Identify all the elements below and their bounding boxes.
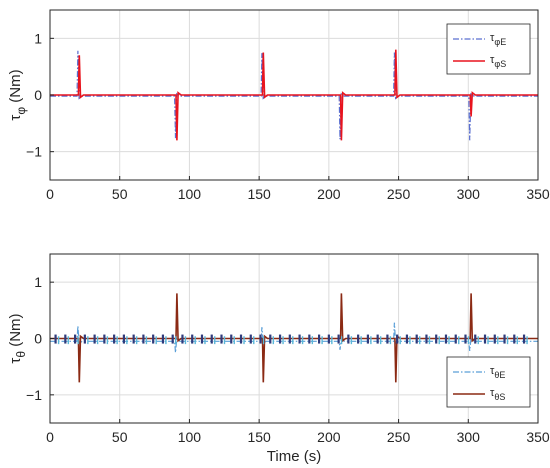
legend-label: τφE (490, 32, 506, 47)
series-group (50, 293, 538, 383)
series-line-2 (50, 49, 538, 141)
y-tick-label: −1 (26, 387, 42, 403)
legend: τθE τθS (446, 356, 531, 408)
x-tick-label: 150 (247, 429, 271, 445)
x-tick-label: 200 (317, 429, 341, 445)
y-tick-label: 0 (34, 331, 42, 347)
top-panel: 0 50 100 150 200 250 300 350 −1 0 1 τφ (Nm) τφE τφS (7, 9, 550, 202)
y-axis-label: τφ (Nm) (7, 69, 28, 120)
oscillation-texture (54, 334, 528, 345)
y-axis-label: τθ (Nm) (7, 313, 28, 363)
x-tick-label: 0 (46, 186, 54, 202)
legend-label: τφS (490, 54, 506, 69)
legend: τφE τφS (446, 23, 531, 75)
series-group (50, 49, 538, 141)
legend-box (446, 23, 531, 75)
x-tick-label: 250 (387, 186, 411, 202)
x-tick-label: 300 (457, 186, 481, 202)
x-tick-label: 200 (317, 186, 341, 202)
legend-label: τθS (490, 387, 505, 402)
series-line-1 (50, 50, 538, 141)
x-tick-label: 350 (526, 186, 550, 202)
x-tick-label: 350 (526, 429, 550, 445)
y-tick-label: 0 (34, 87, 42, 103)
x-tick-label: 50 (112, 186, 128, 202)
legend-box (446, 356, 531, 408)
x-axis-label: Time (s) (267, 448, 321, 465)
x-tick-label: 100 (178, 186, 202, 202)
x-tick-label: 150 (247, 186, 271, 202)
x-tick-label: 0 (46, 429, 54, 445)
y-tick-label: 1 (34, 30, 42, 46)
x-tick-label: 250 (387, 429, 411, 445)
legend-label: τθE (490, 365, 505, 380)
x-tick-label: 50 (112, 429, 128, 445)
x-tick-label: 300 (457, 429, 481, 445)
x-tick-label: 100 (178, 429, 202, 445)
bottom-panel: 0 50 100 150 200 250 300 350 −1 0 1 τθ (Nm) Time (s)… (7, 253, 550, 465)
y-tick-label: −1 (26, 144, 42, 160)
y-tick-label: 1 (34, 274, 42, 290)
